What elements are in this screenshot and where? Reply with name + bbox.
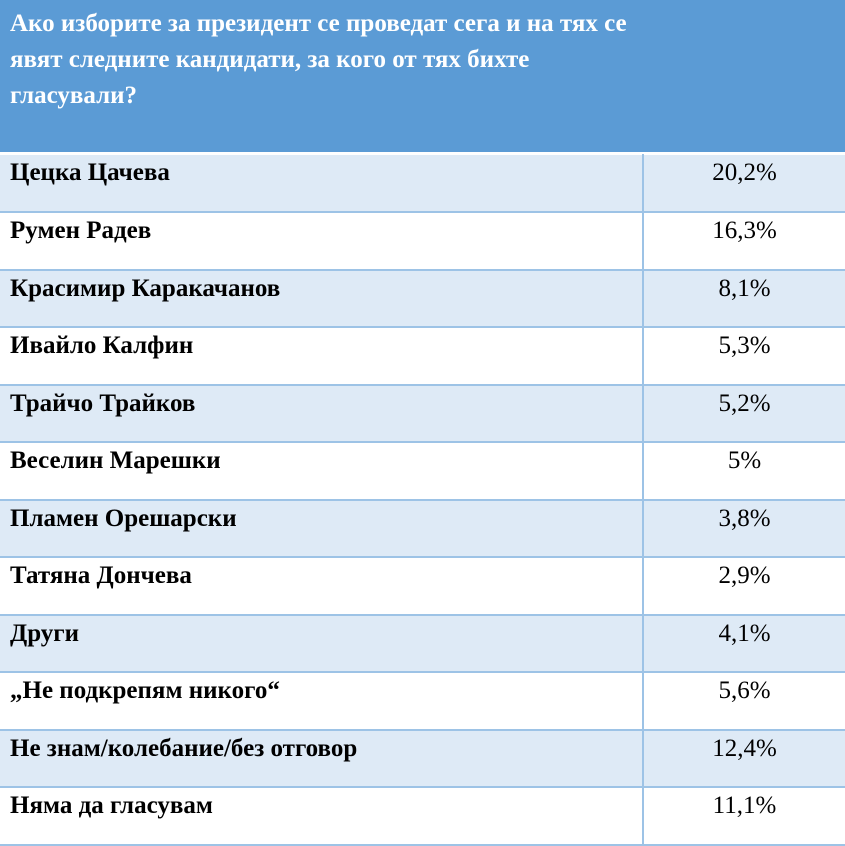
option-percentage: 11,1% <box>642 786 845 846</box>
option-name: Не знам/колебание/без отговор <box>0 729 644 788</box>
table-row: Красимир Каракачанов 8,1% <box>0 269 845 328</box>
candidate-name: Трайчо Трайков <box>0 384 644 443</box>
table-row: Татяна Дончева 2,9% <box>0 556 845 616</box>
candidate-name: Цецка Цачева <box>0 154 644 213</box>
option-percentage: 5,6% <box>642 671 845 731</box>
candidate-name: Красимир Каракачанов <box>0 269 644 328</box>
table-row: Ивайло Калфин 5,3% <box>0 326 845 386</box>
results-table: Цецка Цачева 20,2% Румен Радев 16,3% Кра… <box>0 154 845 846</box>
candidate-percentage: 5,3% <box>642 326 845 386</box>
option-name: „Не подкрепям никого“ <box>0 671 644 731</box>
option-name: Други <box>0 614 644 673</box>
table-row: Веселин Марешки 5% <box>0 441 845 501</box>
poll-question: Ако изборите за президент се проведат се… <box>10 10 627 109</box>
table-row: Няма да гласувам 11,1% <box>0 786 845 846</box>
option-name: Няма да гласувам <box>0 786 644 846</box>
candidate-percentage: 20,2% <box>642 154 845 213</box>
candidate-name: Веселин Марешки <box>0 441 644 501</box>
option-percentage: 4,1% <box>642 614 845 673</box>
table-row: Пламен Орешарски 3,8% <box>0 499 845 558</box>
candidate-percentage: 5% <box>642 441 845 501</box>
candidate-name: Ивайло Калфин <box>0 326 644 386</box>
candidate-name: Пламен Орешарски <box>0 499 644 558</box>
candidate-percentage: 8,1% <box>642 269 845 328</box>
candidate-percentage: 5,2% <box>642 384 845 443</box>
candidate-name: Татяна Дончева <box>0 556 644 616</box>
table-header: Ако изборите за президент се проведат се… <box>0 0 845 154</box>
candidate-percentage: 2,9% <box>642 556 845 616</box>
candidate-percentage: 16,3% <box>642 211 845 271</box>
table-row: Румен Радев 16,3% <box>0 211 845 271</box>
table-row: Цецка Цачева 20,2% <box>0 154 845 213</box>
option-percentage: 12,4% <box>642 729 845 788</box>
candidate-name: Румен Радев <box>0 211 644 271</box>
candidate-percentage: 3,8% <box>642 499 845 558</box>
table-row: Не знам/колебание/без отговор 12,4% <box>0 729 845 788</box>
table-row: Трайчо Трайков 5,2% <box>0 384 845 443</box>
table-row: Други 4,1% <box>0 614 845 673</box>
table-row: „Не подкрепям никого“ 5,6% <box>0 671 845 731</box>
